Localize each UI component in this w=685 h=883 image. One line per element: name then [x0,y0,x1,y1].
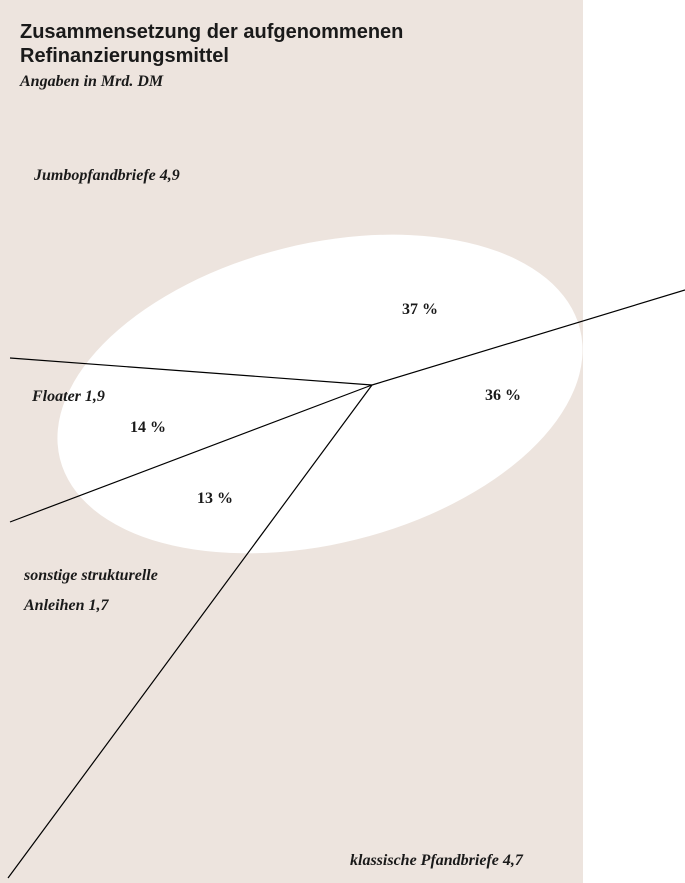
divider-klassische-sonstige [7,384,373,879]
percent-jumbopfandbriefe: 37 % [402,301,438,318]
divider-floater-jumbo [9,357,373,386]
percent-klassische-pfandbriefe: 36 % [485,387,521,404]
chart-subtitle: Angaben in Mrd. DM [20,73,164,90]
chart-title-line-1: Zusammensetzung der aufgenommenen [20,21,404,43]
chart-title-line-2: Refinanzierungsmittel [20,45,229,67]
pie-ellipse [57,234,583,554]
percent-floater: 14 % [130,419,166,436]
label-floater: Floater 1,9 [31,388,105,405]
label-sonstige-line-1: sonstige strukturelle [23,567,158,584]
divider-sonstige-floater [9,384,373,523]
chart-title: Zusammensetzung der aufgenommenen Refina… [20,20,403,68]
label-sonstige-line-2: Anleihen 1,7 [23,597,109,614]
label-klassische-pfandbriefe: klassische Pfandbriefe 4,7 [350,852,524,869]
percent-sonstige-anleihen: 13 % [197,490,233,507]
label-jumbopfandbriefe: Jumbopfandbriefe 4,9 [33,167,180,184]
divider-jumbo-klassische [371,289,685,386]
